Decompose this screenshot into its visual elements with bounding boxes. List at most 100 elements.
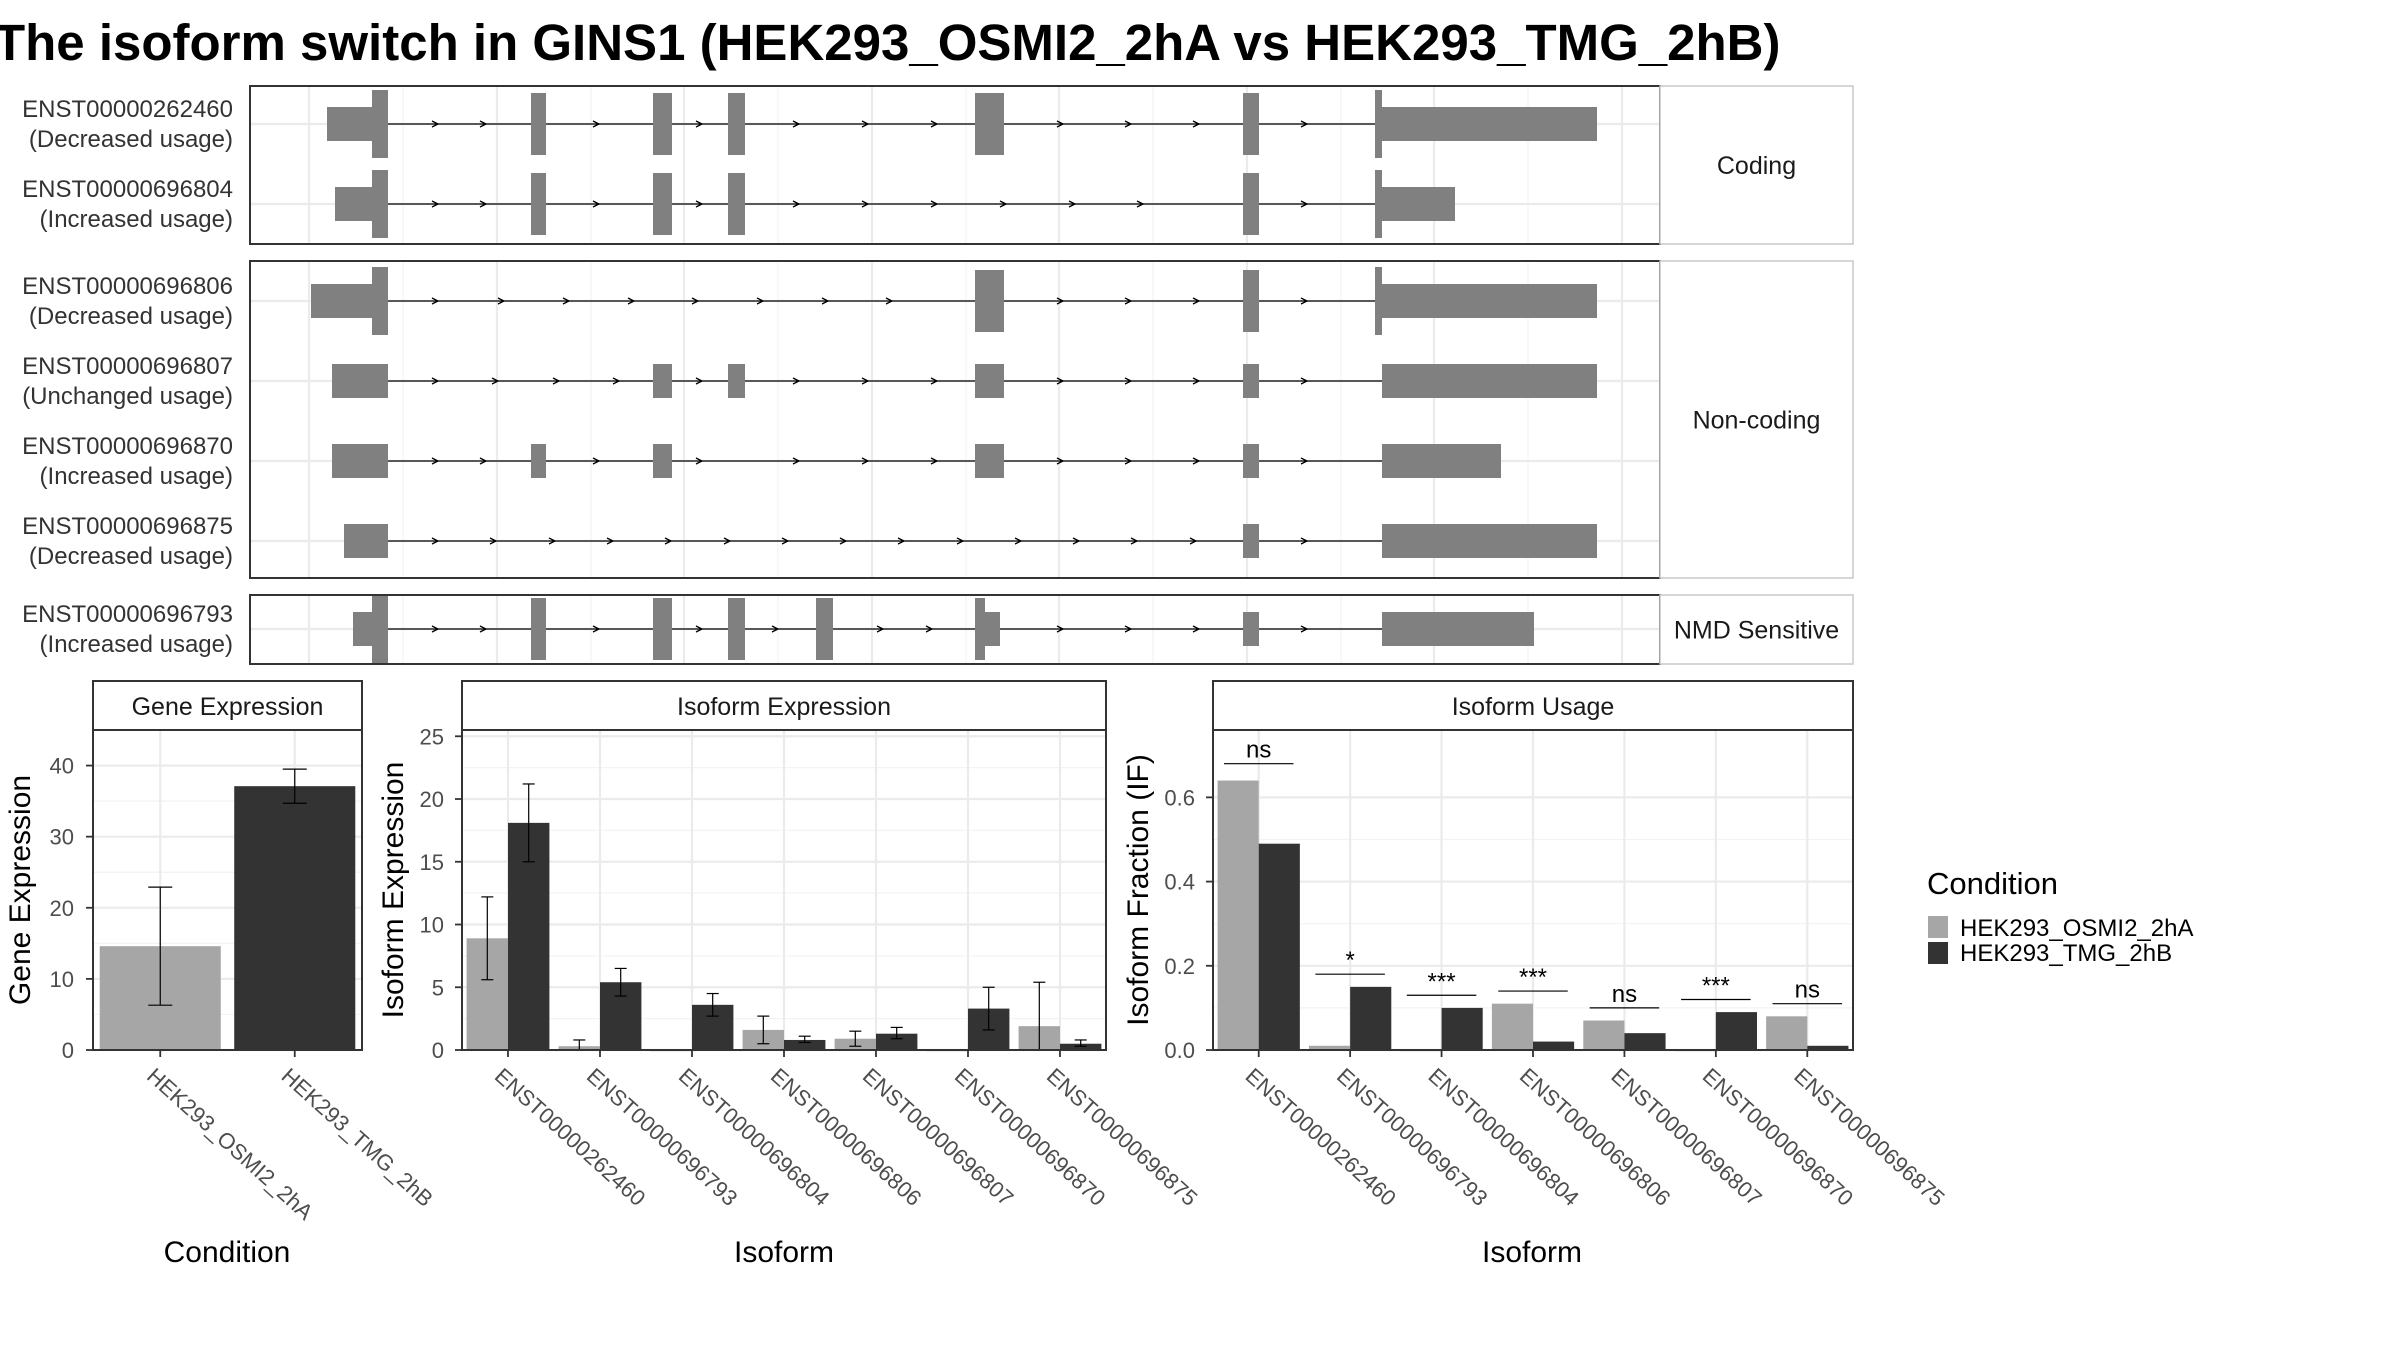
exon bbox=[728, 173, 745, 235]
transcript-id-label: ENST00000696807 bbox=[22, 353, 233, 380]
intron-arrow bbox=[861, 120, 870, 128]
intron-arrow bbox=[489, 537, 498, 545]
intron-arrow bbox=[861, 200, 870, 208]
exon bbox=[653, 364, 672, 398]
intron-arrow bbox=[1124, 120, 1133, 128]
intron-arrow bbox=[1056, 457, 1065, 465]
transcript-group: ENST00000262460(Decreased usage)ENST0000… bbox=[22, 85, 1854, 245]
y-axis-title: Gene Expression bbox=[4, 775, 37, 1005]
x-tick-label: ENST00000696804 bbox=[1424, 1063, 1584, 1211]
y-axis-title: Isoform Fraction (IF) bbox=[1122, 754, 1155, 1026]
exon bbox=[1382, 444, 1501, 478]
exon bbox=[372, 267, 388, 335]
intron-arrow bbox=[956, 537, 965, 545]
intron-arrow bbox=[1056, 625, 1065, 633]
intron-arrow bbox=[431, 297, 440, 305]
transcript-usage-label: (Decreased usage) bbox=[29, 303, 233, 330]
intron-arrow bbox=[723, 537, 732, 545]
transcript-row: ENST00000696806 (Decreased usage) bbox=[22, 267, 1597, 335]
transcript-id-label: ENST00000696804 bbox=[22, 176, 233, 203]
x-tick-label: ENST00000696807 bbox=[1606, 1063, 1766, 1211]
x-tick-label: ENST00000696875 bbox=[1789, 1063, 1949, 1211]
intron-arrow bbox=[1056, 120, 1065, 128]
intron-arrow bbox=[592, 120, 601, 128]
exon bbox=[728, 93, 745, 155]
intron-arrow bbox=[1300, 297, 1309, 305]
significance-label: ns bbox=[1612, 981, 1637, 1008]
transcript-row: ENST00000696870 (Increased usage) bbox=[22, 433, 1501, 490]
intron-arrow bbox=[627, 297, 636, 305]
exon bbox=[975, 270, 1004, 332]
transcript-row: ENST00000696793 (Increased usage) bbox=[22, 595, 1534, 663]
intron-arrow bbox=[548, 537, 557, 545]
intron-arrow bbox=[695, 120, 704, 128]
intron-arrow bbox=[1189, 537, 1198, 545]
exon bbox=[1243, 173, 1259, 235]
legend-label-condition-a: HEK293_OSMI2_2hA bbox=[1960, 915, 2193, 942]
intron-arrow bbox=[592, 200, 601, 208]
intron-arrow bbox=[1192, 457, 1201, 465]
bar bbox=[1441, 1007, 1483, 1050]
transcript-group: ENST00000696806(Decreased usage) ENST0000… bbox=[22, 260, 1854, 579]
exon bbox=[728, 598, 745, 660]
legend-swatch-condition-b bbox=[1928, 942, 1948, 964]
transcript-id-label: ENST00000696793 bbox=[22, 601, 233, 628]
intron-arrow bbox=[821, 297, 830, 305]
exon bbox=[327, 107, 372, 141]
exon bbox=[1375, 90, 1382, 158]
bar bbox=[1060, 1043, 1102, 1050]
exon bbox=[1375, 267, 1382, 335]
intron-arrow bbox=[792, 377, 801, 385]
x-tick-label: ENST00000696875 bbox=[1042, 1063, 1202, 1211]
transcript-row: ENST00000696804 (Increased usage) bbox=[22, 170, 1455, 238]
exon bbox=[531, 598, 546, 660]
intron-arrow bbox=[1300, 457, 1309, 465]
x-tick-label: ENST00000696804 bbox=[674, 1063, 834, 1211]
intron-arrow bbox=[691, 297, 700, 305]
exon bbox=[975, 598, 985, 660]
chart-title: Gene Expression bbox=[132, 693, 324, 721]
intron-arrow bbox=[792, 457, 801, 465]
exon bbox=[335, 187, 372, 221]
intron-arrow bbox=[1300, 625, 1309, 633]
chart-strip bbox=[461, 680, 1107, 731]
y-axis-title: Isoform Expression bbox=[377, 762, 410, 1019]
x-tick-label: ENST00000696806 bbox=[766, 1063, 926, 1211]
intron-arrow bbox=[1124, 377, 1133, 385]
x-tick-label: ENST00000696870 bbox=[950, 1063, 1110, 1211]
bar bbox=[1350, 986, 1392, 1050]
group-strip-label: Coding bbox=[1717, 152, 1796, 180]
exon bbox=[332, 444, 388, 478]
bar bbox=[234, 786, 356, 1050]
intron-arrow bbox=[1300, 377, 1309, 385]
intron-arrow bbox=[1124, 625, 1133, 633]
y-tick-label: 10 bbox=[420, 913, 444, 938]
bar bbox=[1583, 1020, 1625, 1050]
intron-arrow bbox=[431, 377, 440, 385]
exon bbox=[1243, 524, 1259, 558]
intron-arrow bbox=[695, 625, 704, 633]
intron-arrow bbox=[612, 377, 621, 385]
bar bbox=[1715, 1012, 1757, 1050]
exon bbox=[1243, 270, 1259, 332]
intron-arrow bbox=[491, 377, 500, 385]
y-tick-label: 20 bbox=[420, 787, 444, 812]
transcript-id-label: ENST00000696870 bbox=[22, 433, 233, 460]
x-tick-label: ENST00000696793 bbox=[582, 1063, 742, 1211]
significance-label: *** bbox=[1519, 964, 1547, 991]
intron-arrow bbox=[839, 537, 848, 545]
x-tick-label: ENST00000262460 bbox=[1241, 1063, 1401, 1211]
group-strip bbox=[1659, 594, 1854, 665]
exon bbox=[653, 444, 672, 478]
intron-arrow bbox=[431, 457, 440, 465]
intron-arrow bbox=[861, 457, 870, 465]
bar bbox=[1766, 1016, 1808, 1050]
exon bbox=[1243, 612, 1259, 646]
exon bbox=[344, 524, 388, 558]
intron-arrow bbox=[592, 457, 601, 465]
intron-arrow bbox=[592, 625, 601, 633]
exon bbox=[1375, 170, 1382, 238]
x-tick-label: ENST00000696793 bbox=[1332, 1063, 1492, 1211]
